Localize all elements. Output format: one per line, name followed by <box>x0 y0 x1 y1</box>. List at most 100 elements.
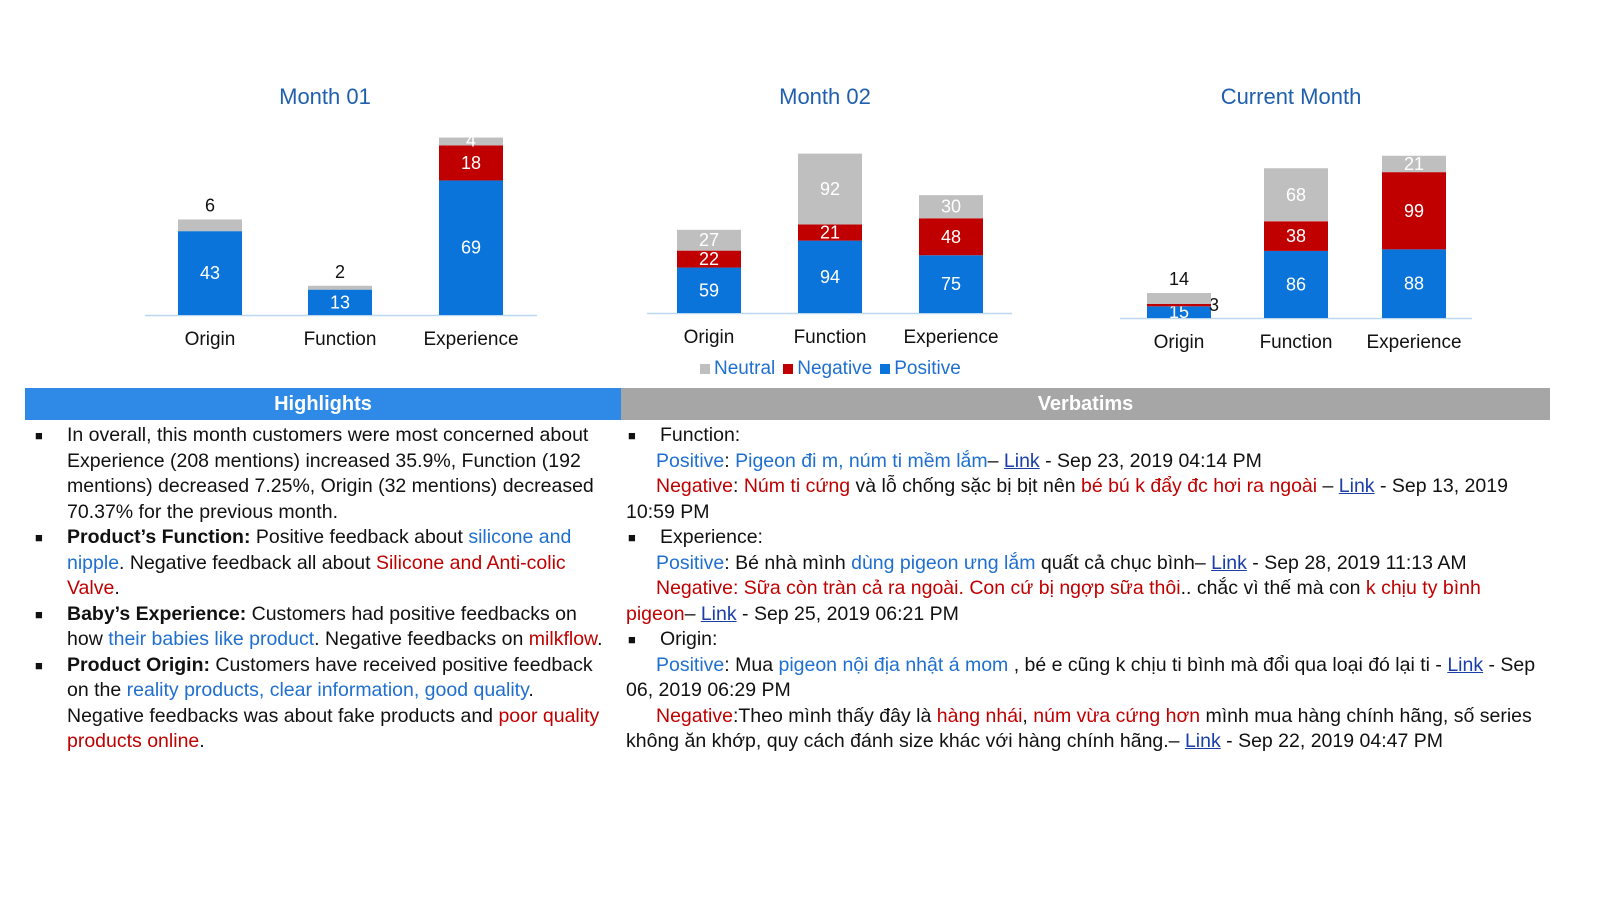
verbatim-item: Negative: Núm ti cứng và lỗ chống sặc bị… <box>626 474 1546 525</box>
data-label: 99 <box>1404 201 1424 221</box>
category-label: Experience <box>1366 332 1461 353</box>
legend-negative: Negative <box>783 358 872 380</box>
text-run: - Sep 28, 2019 11:13 AM <box>1246 551 1467 574</box>
text-run: hàng nhái <box>936 704 1023 727</box>
chart-title: Month 01 <box>279 84 371 109</box>
text-run: – <box>684 602 701 625</box>
data-label: 94 <box>820 267 840 287</box>
verbatims-list: ■ Function: Positive: Pigeon đi m, núm ti … <box>626 423 1546 755</box>
text-run: mình mua hàng chính hãng, số series khôn… <box>626 704 1532 753</box>
bar-segment-positive <box>677 267 741 313</box>
text-run: silicone and nipple <box>67 526 572 574</box>
link[interactable]: Link <box>700 602 737 625</box>
data-label: 43 <box>200 263 220 283</box>
bar-segment-neutral <box>439 137 503 146</box>
text-run: – <box>987 449 1004 472</box>
text-run: . <box>199 730 205 752</box>
text-run: – <box>1317 475 1339 497</box>
bar-segment-neutral <box>677 229 741 251</box>
text-run: núm vừa cứng hơn <box>1033 704 1201 727</box>
bullet-icon: ■ <box>35 530 43 545</box>
category-label: Function <box>1260 332 1333 353</box>
bar-segment-negative <box>1147 303 1211 307</box>
text-run: : <box>724 449 736 472</box>
bullet-icon: ■ <box>628 428 636 443</box>
chart-legend: Neutral Negative Positive <box>700 358 961 380</box>
highlights-list: ■ In overall, this month customers were m… <box>25 423 615 755</box>
text-run: Positive <box>656 653 725 676</box>
text-run: milkflow <box>528 628 598 650</box>
highlight-item: ■ Product Origin: Customers have received… <box>25 653 615 755</box>
bar-segment-positive <box>439 180 503 315</box>
bar-segment-negative <box>439 145 503 181</box>
text-run: Silicone and Anti-colic Valve <box>67 551 566 600</box>
verbatims-header: Verbatims <box>621 388 1550 420</box>
text-run: , bé e cũng k chịu ti bình mà đổi qua lo… <box>1008 653 1448 676</box>
link[interactable]: Link <box>1003 449 1040 472</box>
text-run: bé bú k đẩy đc hơi ra ngoài <box>1080 475 1318 497</box>
data-label: 38 <box>1286 226 1306 246</box>
text-run: In overall, this month customers were mo… <box>67 424 594 523</box>
verbatim-category: ■ Experience: <box>626 525 1546 551</box>
link[interactable]: Link <box>1447 653 1484 676</box>
data-label: 15 <box>1169 302 1189 322</box>
bar-segment-negative <box>1382 172 1446 250</box>
bar-segment-negative <box>919 218 983 256</box>
text-run: . Negative feedbacks was about fake prod… <box>67 679 534 727</box>
data-label: 88 <box>1404 274 1424 294</box>
text-run: pigeon nội địa nhật á mom <box>778 653 1009 676</box>
text-run: : Mua <box>724 653 779 676</box>
text-run: quất cả chục bình– <box>1035 551 1212 574</box>
data-label: 6 <box>205 195 215 215</box>
text-run: Customers have received positive feedbac… <box>67 653 593 702</box>
category-label: Origin <box>684 327 735 348</box>
data-label: 21 <box>820 223 840 243</box>
text-run: - Sep 22, 2019 04:47 PM <box>1220 730 1443 752</box>
text-run: Customers had positive feedbacks on how <box>67 602 577 651</box>
link[interactable]: Link <box>1211 551 1247 574</box>
text-run: Positive <box>656 449 725 472</box>
chart-title: Month 02 <box>779 84 871 109</box>
link[interactable]: Link <box>1184 730 1221 752</box>
text-run: Product Origin: <box>67 653 216 676</box>
text-run: . Negative feedbacks on <box>314 628 529 650</box>
text-run: their babies like product <box>108 628 315 650</box>
data-label: 3 <box>1209 295 1219 315</box>
category-label: Function <box>794 327 867 348</box>
stacked-bar-chart: 15 3 14 Origin 86 38 68 Function 88 99 21 Experienc… <box>1120 154 1472 353</box>
legend-label: Neutral <box>714 358 776 379</box>
text-run: Positive feedback about <box>255 526 469 548</box>
bar-segment-neutral <box>178 219 242 232</box>
text-run: Negative <box>656 704 733 727</box>
data-label: 86 <box>1286 274 1306 294</box>
data-label: 27 <box>699 230 719 250</box>
bullet-icon: ■ <box>35 606 43 622</box>
data-label: 68 <box>1286 185 1306 205</box>
legend-neutral: Neutral <box>700 358 775 380</box>
text-run: và lỗ chống sặc bị bịt nên <box>850 475 1081 497</box>
legend-positive: Positive <box>880 358 961 380</box>
data-label: 75 <box>941 274 961 294</box>
text-run: , <box>1022 704 1034 727</box>
bullet-icon: ■ <box>628 530 636 545</box>
bar-segment-positive <box>308 289 372 315</box>
bar-segment-negative <box>798 224 862 241</box>
verbatim-item: Negative:Theo mình thấy đây là hàng nhái… <box>626 704 1546 755</box>
data-label: 2 <box>335 262 345 282</box>
data-label: 18 <box>461 153 481 173</box>
link[interactable]: Link <box>1338 475 1375 497</box>
category-label: Function <box>304 329 377 350</box>
bar-segment-negative <box>677 250 741 268</box>
stacked-bar-chart: 43 6 Origin 13 2 Function 69 184 Experience <box>145 131 537 350</box>
highlight-item: ■ Baby’s Experience: Customers had positi… <box>25 602 615 653</box>
data-label: 69 <box>461 238 481 258</box>
category-label: Experience <box>423 329 518 350</box>
text-run: : Bé nhà mình <box>724 551 852 574</box>
highlight-item: ■ Product’s Function: Positive feedback a… <box>25 525 615 602</box>
bar-segment-positive <box>1264 250 1328 318</box>
data-label: 22 <box>699 249 719 269</box>
data-label: 4 <box>466 131 476 151</box>
text-run: Baby’s Experience: <box>67 602 252 625</box>
legend-label: Positive <box>894 358 961 379</box>
